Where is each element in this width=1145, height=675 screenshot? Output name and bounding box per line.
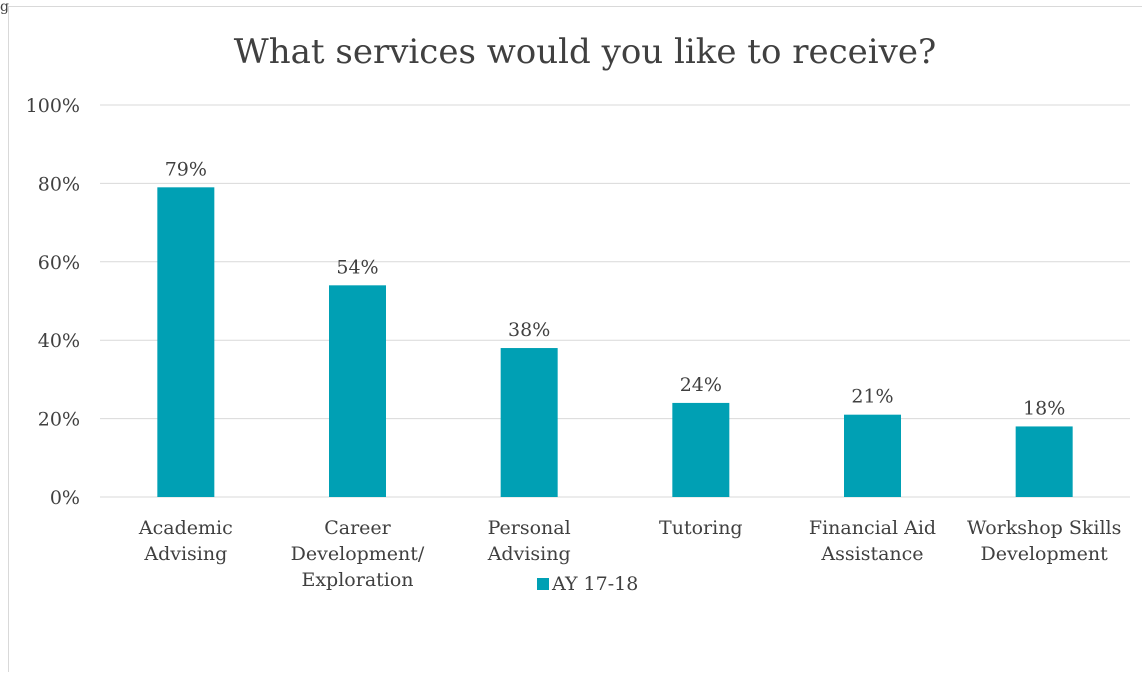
y-tick-label: 0%	[50, 487, 80, 509]
bars	[157, 187, 1073, 497]
x-axis-category-labels: Academic Advising Career Development/Explor…	[138, 517, 1121, 591]
bar	[844, 414, 901, 497]
bar	[329, 285, 386, 497]
x-tick-label: Development	[981, 543, 1109, 565]
x-tick-label: Career	[324, 517, 391, 539]
gridlines	[100, 104, 1130, 498]
x-tick-label: Financial Aid	[809, 517, 936, 539]
y-tick-label: 40%	[38, 330, 80, 352]
x-tick-label: Advising	[143, 543, 227, 565]
data-labels: 79% 54% 38% 24% 21% 18%	[165, 158, 1066, 419]
y-tick-label: 80%	[38, 173, 80, 195]
chart-frame	[8, 6, 1142, 672]
bar	[1015, 426, 1073, 497]
x-tick-label: Assistance	[820, 543, 923, 565]
data-label: 24%	[680, 374, 722, 396]
data-label: 54%	[336, 256, 378, 278]
x-tick-label: Advising	[487, 543, 571, 565]
x-tick-label: Personal	[488, 517, 571, 539]
y-tick-label: 60%	[38, 252, 80, 274]
bar	[672, 402, 730, 497]
data-label: 79%	[165, 158, 207, 180]
data-label: 38%	[508, 319, 550, 341]
legend-label: AY 17-18	[551, 573, 638, 595]
data-label: 18%	[1023, 397, 1065, 419]
bar	[500, 348, 558, 497]
bar	[157, 187, 215, 497]
data-label: 21%	[851, 386, 893, 408]
x-tick-label: Workshop Skills	[967, 517, 1121, 539]
legend-swatch	[537, 578, 549, 590]
x-tick-label: Academic	[138, 517, 233, 539]
x-tick-label: Development/	[291, 543, 425, 565]
y-tick-label: 100%	[26, 95, 80, 117]
y-axis-tick-labels: 0% 20% 40% 60% 80% 100%	[26, 95, 80, 509]
legend: AY 17-18	[537, 573, 638, 595]
chart-title: What services would you like to receive?	[234, 32, 936, 72]
x-tick-label: Tutoring	[659, 517, 743, 539]
y-tick-label: 20%	[38, 409, 80, 431]
corner-mark: g	[0, 0, 9, 15]
x-tick-label: Exploration	[301, 569, 413, 591]
